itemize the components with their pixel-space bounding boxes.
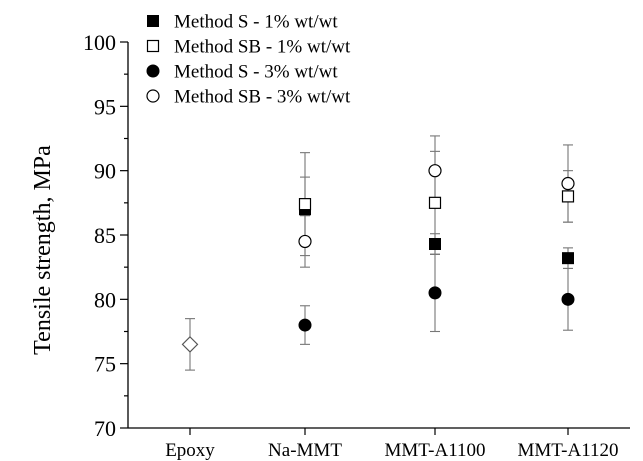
legend-label: Method SB - 3% wt/wt bbox=[174, 87, 351, 108]
data-point bbox=[298, 234, 312, 249]
legend-label: Method SB - 1% wt/wt bbox=[174, 37, 351, 58]
data-point bbox=[298, 198, 312, 211]
y-tick-label: 80 bbox=[94, 287, 116, 312]
legend-marker bbox=[146, 89, 160, 103]
y-tick-label: 90 bbox=[94, 159, 116, 184]
x-tick-label: Epoxy bbox=[165, 440, 215, 461]
legend: Method S - 1% wt/wt Method SB - 1% wt/wt M… bbox=[146, 12, 351, 108]
y-axis-title: Tensile strength, MPa bbox=[30, 145, 56, 355]
y-tick-label: 75 bbox=[94, 352, 116, 377]
x-axis-ticks: Epoxy Na-MMT MMT-A1100 MMT-A1120 bbox=[165, 428, 619, 461]
error-bars bbox=[185, 135, 573, 371]
legend-label: Method S - 1% wt/wt bbox=[174, 12, 338, 33]
y-tick-label: 70 bbox=[94, 416, 116, 441]
y-tick-label: 95 bbox=[94, 94, 116, 119]
legend-marker bbox=[147, 15, 159, 27]
data-point bbox=[429, 238, 441, 251]
data-point bbox=[561, 292, 575, 306]
data-point bbox=[428, 196, 442, 209]
x-tick-label: MMT-A1100 bbox=[385, 440, 486, 461]
x-tick-label: Na-MMT bbox=[268, 440, 342, 461]
legend-label: Method S - 3% wt/wt bbox=[174, 62, 338, 83]
y-tick-label: 100 bbox=[83, 30, 116, 55]
y-axis-ticks: 70 75 80 85 90 95 100 bbox=[83, 30, 128, 441]
data-point bbox=[561, 190, 575, 203]
data-point bbox=[298, 318, 312, 332]
data-point bbox=[428, 164, 442, 178]
legend-marker bbox=[146, 39, 160, 53]
data-point bbox=[561, 176, 575, 191]
y-tick-label: 85 bbox=[94, 223, 116, 248]
data-point bbox=[562, 252, 574, 265]
x-tick-label: MMT-A1120 bbox=[518, 440, 619, 461]
data-points bbox=[181, 164, 575, 353]
data-point bbox=[181, 336, 199, 353]
legend-marker bbox=[146, 64, 160, 78]
data-point bbox=[428, 286, 442, 300]
